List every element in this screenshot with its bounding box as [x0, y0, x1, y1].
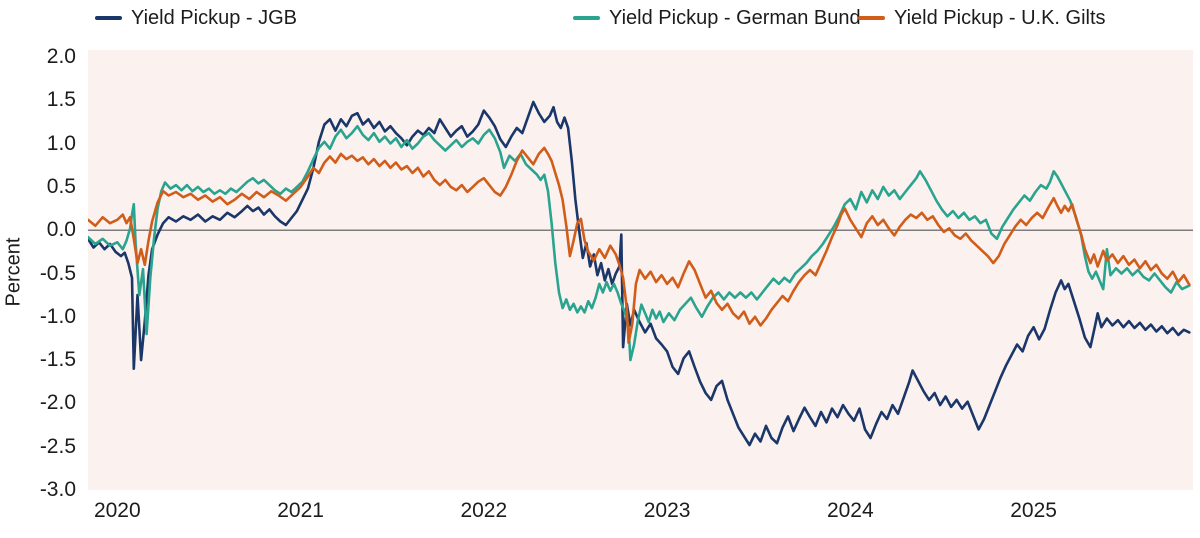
y-axis-ticks: 2.0 1.5 1.0 0.5 0.0 -0.5 -1.0 -1.5 -2.0 -2.5 -3.0: [0, 45, 80, 501]
legend-item-jgb: Yield Pickup - JGB: [95, 7, 297, 29]
x-tick: 2020: [93, 499, 141, 522]
legend-swatch-jgb-icon: [95, 16, 122, 20]
y-tick: -2.5: [39, 434, 76, 458]
y-tick: 2.0: [46, 44, 76, 68]
x-tick: 2025: [1010, 499, 1057, 522]
legend-item-uk-gilts: Yield Pickup - U.K. Gilts: [858, 7, 1106, 29]
legend-item-german-bund: Yield Pickup - German Bund: [573, 7, 861, 29]
y-tick: -1.5: [39, 348, 76, 372]
x-tick: 2021: [277, 499, 324, 522]
legend-label-uk-gilts: Yield Pickup - U.K. Gilts: [894, 7, 1106, 29]
y-tick: 0.0: [46, 218, 76, 242]
y-tick: -2.0: [39, 391, 76, 415]
plot-area: [88, 50, 1193, 490]
legend-swatch-german-bund-icon: [573, 16, 600, 20]
series-line-1: [88, 124, 1191, 362]
series-line-0: [88, 100, 1191, 447]
y-tick: 1.0: [46, 131, 76, 155]
x-tick: 2022: [460, 499, 508, 522]
plot-svg: [88, 100, 1193, 447]
y-tick: 0.5: [46, 174, 76, 198]
y-tick: -3.0: [39, 478, 76, 501]
y-tick: 1.5: [46, 88, 76, 112]
legend-swatch-uk-gilts-icon: [858, 16, 885, 20]
y-tick: -0.5: [39, 261, 76, 285]
x-tick: 2024: [826, 499, 874, 522]
x-axis-ticks: 2020 2021 2022 2023 2024 2025: [88, 499, 1193, 529]
legend-label-german-bund: Yield Pickup - German Bund: [609, 7, 861, 29]
series-line-2: [88, 146, 1191, 345]
y-tick: -1.0: [39, 304, 76, 328]
x-tick: 2023: [643, 499, 691, 522]
legend-label-jgb: Yield Pickup - JGB: [131, 7, 297, 29]
